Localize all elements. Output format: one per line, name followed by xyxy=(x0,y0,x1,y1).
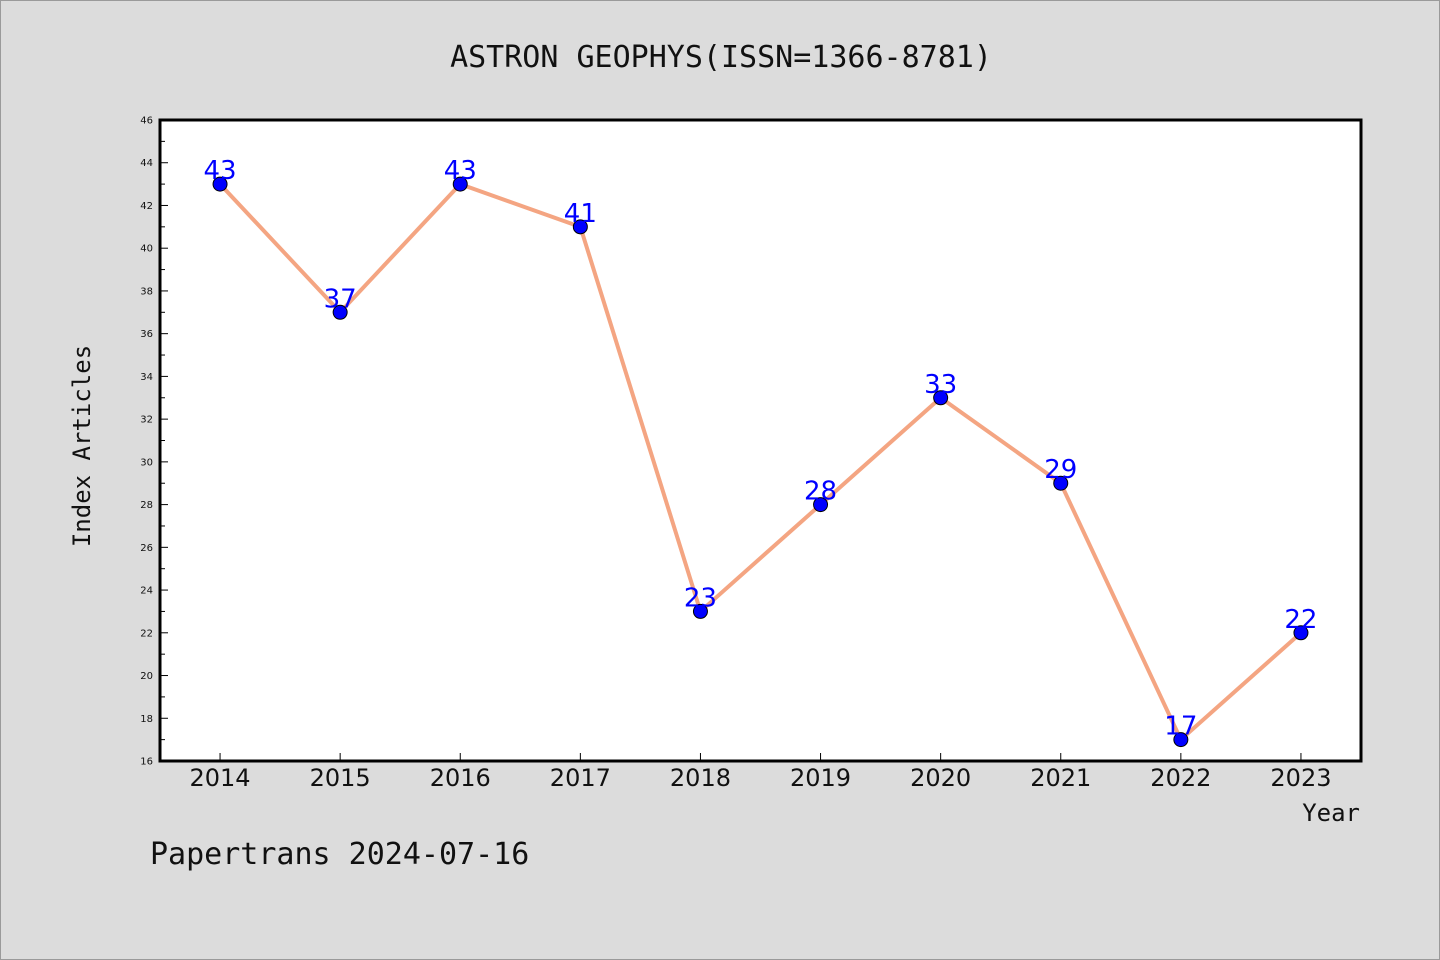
data-label: 41 xyxy=(564,199,597,229)
x-tick-label: 2019 xyxy=(790,764,851,792)
plot-area xyxy=(158,118,1363,763)
data-point xyxy=(212,176,228,192)
y-axis-label: Index Articles xyxy=(68,345,96,547)
y-tick-label: 28 xyxy=(140,500,153,511)
x-axis-label: Year xyxy=(1302,799,1360,827)
data-point xyxy=(572,219,588,235)
data-label: 43 xyxy=(204,156,237,186)
x-tick-label: 2017 xyxy=(550,764,611,792)
y-tick-label: 36 xyxy=(140,329,153,340)
x-tick-label: 2014 xyxy=(190,764,251,792)
y-tick-label: 16 xyxy=(140,757,153,768)
data-point xyxy=(1173,732,1189,748)
data-labels-group: 43 37 43 41 23 28 33 29 17 22 xyxy=(204,156,1318,742)
data-point xyxy=(452,176,468,192)
series-line-group xyxy=(212,176,1309,748)
data-point xyxy=(692,603,708,619)
y-tick-label: 46 xyxy=(140,116,153,127)
data-point xyxy=(813,497,829,513)
x-tick-label: 2020 xyxy=(910,764,971,792)
data-point xyxy=(332,304,348,320)
y-tick-label: 30 xyxy=(140,457,153,468)
data-label: 43 xyxy=(444,156,477,186)
footer-date: Papertrans 2024-07-16 xyxy=(150,837,529,872)
y-tick-label: 20 xyxy=(140,671,153,682)
data-label: 33 xyxy=(924,370,957,400)
data-label: 37 xyxy=(324,284,357,314)
data-label: 28 xyxy=(804,477,837,507)
data-point xyxy=(933,390,949,406)
y-tick-label: 22 xyxy=(140,628,153,639)
y-tick-label: 42 xyxy=(140,201,153,212)
y-tick-label: 24 xyxy=(140,586,153,597)
y-tick-label: 32 xyxy=(140,415,153,426)
data-label: 17 xyxy=(1164,712,1197,742)
x-tick-label: 2016 xyxy=(430,764,491,792)
y-tick-label: 38 xyxy=(140,286,153,297)
x-tick-label: 2022 xyxy=(1150,764,1211,792)
y-tick-label: 40 xyxy=(140,244,153,255)
data-label: 23 xyxy=(684,583,717,613)
x-axis-ticks: 2014 2015 2016 2017 2018 2019 2020 2021 2022 2023 xyxy=(190,753,1331,792)
x-tick-label: 2021 xyxy=(1030,764,1091,792)
data-point xyxy=(1293,625,1309,641)
chart-title: ASTRON GEOPHYS(ISSN=1366-8781) xyxy=(450,40,992,75)
y-tick-label: 44 xyxy=(140,158,153,169)
y-tick-label: 26 xyxy=(140,543,153,554)
x-tick-label: 2018 xyxy=(670,764,731,792)
series-line xyxy=(218,182,1303,742)
data-point xyxy=(1053,475,1069,491)
y-tick-label: 18 xyxy=(140,714,153,725)
x-tick-label: 2023 xyxy=(1270,764,1331,792)
data-label: 22 xyxy=(1284,605,1317,635)
y-axis-ticks: 16 18 20 22 24 26 28 30 32 34 36 38 40 42 44 46 xyxy=(140,116,168,768)
x-tick-label: 2015 xyxy=(310,764,371,792)
data-label: 29 xyxy=(1044,455,1077,485)
y-tick-label: 34 xyxy=(140,372,153,383)
